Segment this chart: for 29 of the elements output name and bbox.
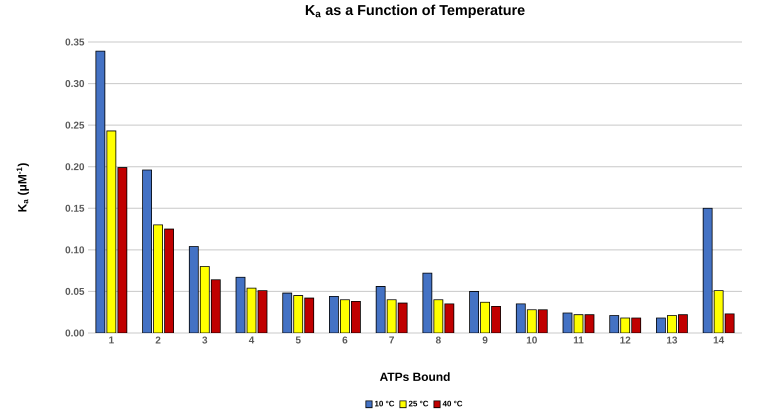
y-tick-label: 0.00: [65, 330, 84, 337]
chart-title: K$_{a}$ as a Function of Temperature: [306, 4, 525, 18]
y-tick-label: 0.15: [65, 204, 84, 212]
x-tick-label: 9: [482, 336, 488, 344]
x-tick-label: 12: [620, 336, 630, 344]
x-tick-label: 2: [156, 336, 160, 344]
x-tick-label: 7: [389, 336, 394, 344]
bar: [282, 292, 292, 334]
y-tick-label: 0.30: [65, 80, 84, 88]
y-tick-label: 0.10: [65, 246, 84, 254]
x-tick-label: 14: [714, 336, 724, 344]
y-tick-label: 0.05: [65, 288, 84, 296]
y-axis-title: K$_{a}$ (μM$^{-1}$): [16, 163, 29, 212]
x-axis-title: ATPs Bound: [380, 372, 450, 382]
x-tick-label: 8: [436, 336, 441, 344]
bar: [376, 286, 386, 334]
x-tick-label: 10: [526, 336, 537, 344]
x-tick-label: 3: [202, 336, 208, 344]
x-tick-label: 5: [296, 336, 301, 344]
x-tick-label: 6: [342, 336, 348, 344]
x-tick-label: 1: [109, 336, 114, 344]
x-tick-label: 4: [248, 336, 254, 344]
x-tick-label: 13: [667, 336, 678, 344]
bar: [516, 304, 526, 334]
x-tick-label: 11: [574, 336, 584, 344]
y-tick-label: 0.25: [65, 122, 84, 129]
bar: [188, 246, 199, 334]
y-tick-label: 0.35: [65, 38, 84, 46]
y-tick-label: 0.20: [65, 163, 84, 170]
